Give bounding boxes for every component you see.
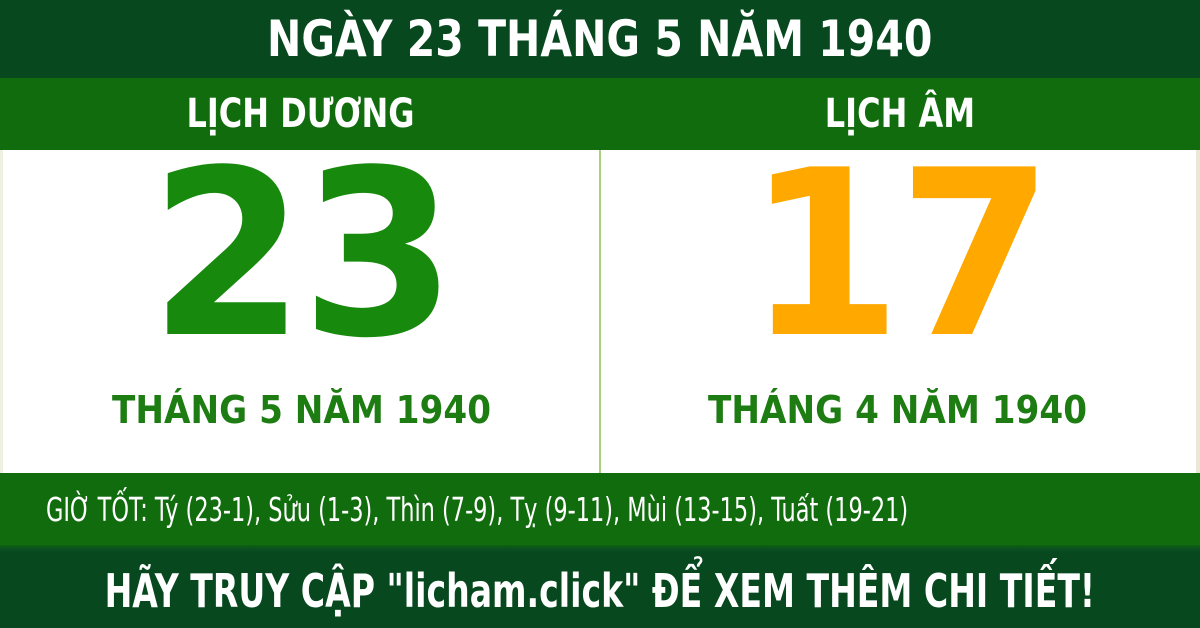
good-hours-text: GIỜ TỐT: Tý (23-1), Sửu (1-3), Thìn (7-9… xyxy=(46,489,909,529)
column-divider xyxy=(598,150,601,473)
lunar-calendar-header: LỊCH ÂM xyxy=(600,78,1200,150)
calendar-body: 23 THÁNG 5 NĂM 1940 17 THÁNG 4 NĂM 1940 xyxy=(0,122,1200,473)
date-header-text: NGÀY 23 THÁNG 5 NĂM 1940 xyxy=(267,10,933,68)
lunar-month-year-label: THÁNG 4 NĂM 1940 xyxy=(708,388,1088,432)
lunar-panel: 17 THÁNG 4 NĂM 1940 xyxy=(600,122,1197,473)
footer-gradient-strip xyxy=(0,545,1200,553)
solar-panel: 23 THÁNG 5 NĂM 1940 xyxy=(3,122,600,473)
lunar-calendar-label: LỊCH ÂM xyxy=(824,91,976,137)
solar-day-number: 23 xyxy=(149,122,457,389)
calendar-type-row: LỊCH DƯƠNG LỊCH ÂM xyxy=(0,78,1200,150)
footer-cta-bar: HÃY TRUY CẬP "licham.click" ĐỂ XEM THÊM … xyxy=(0,553,1200,628)
date-header-bar: NGÀY 23 THÁNG 5 NĂM 1940 xyxy=(0,0,1200,78)
good-hours-bar: GIỜ TỐT: Tý (23-1), Sửu (1-3), Thìn (7-9… xyxy=(0,473,1200,545)
solar-month-year-label: THÁNG 5 NĂM 1940 xyxy=(111,388,491,432)
solar-calendar-label: LỊCH DƯƠNG xyxy=(186,91,414,137)
lunar-day-number: 17 xyxy=(746,122,1053,389)
solar-calendar-header: LỊCH DƯƠNG xyxy=(0,78,600,150)
footer-cta-text: HÃY TRUY CẬP "licham.click" ĐỂ XEM THÊM … xyxy=(104,563,1096,618)
